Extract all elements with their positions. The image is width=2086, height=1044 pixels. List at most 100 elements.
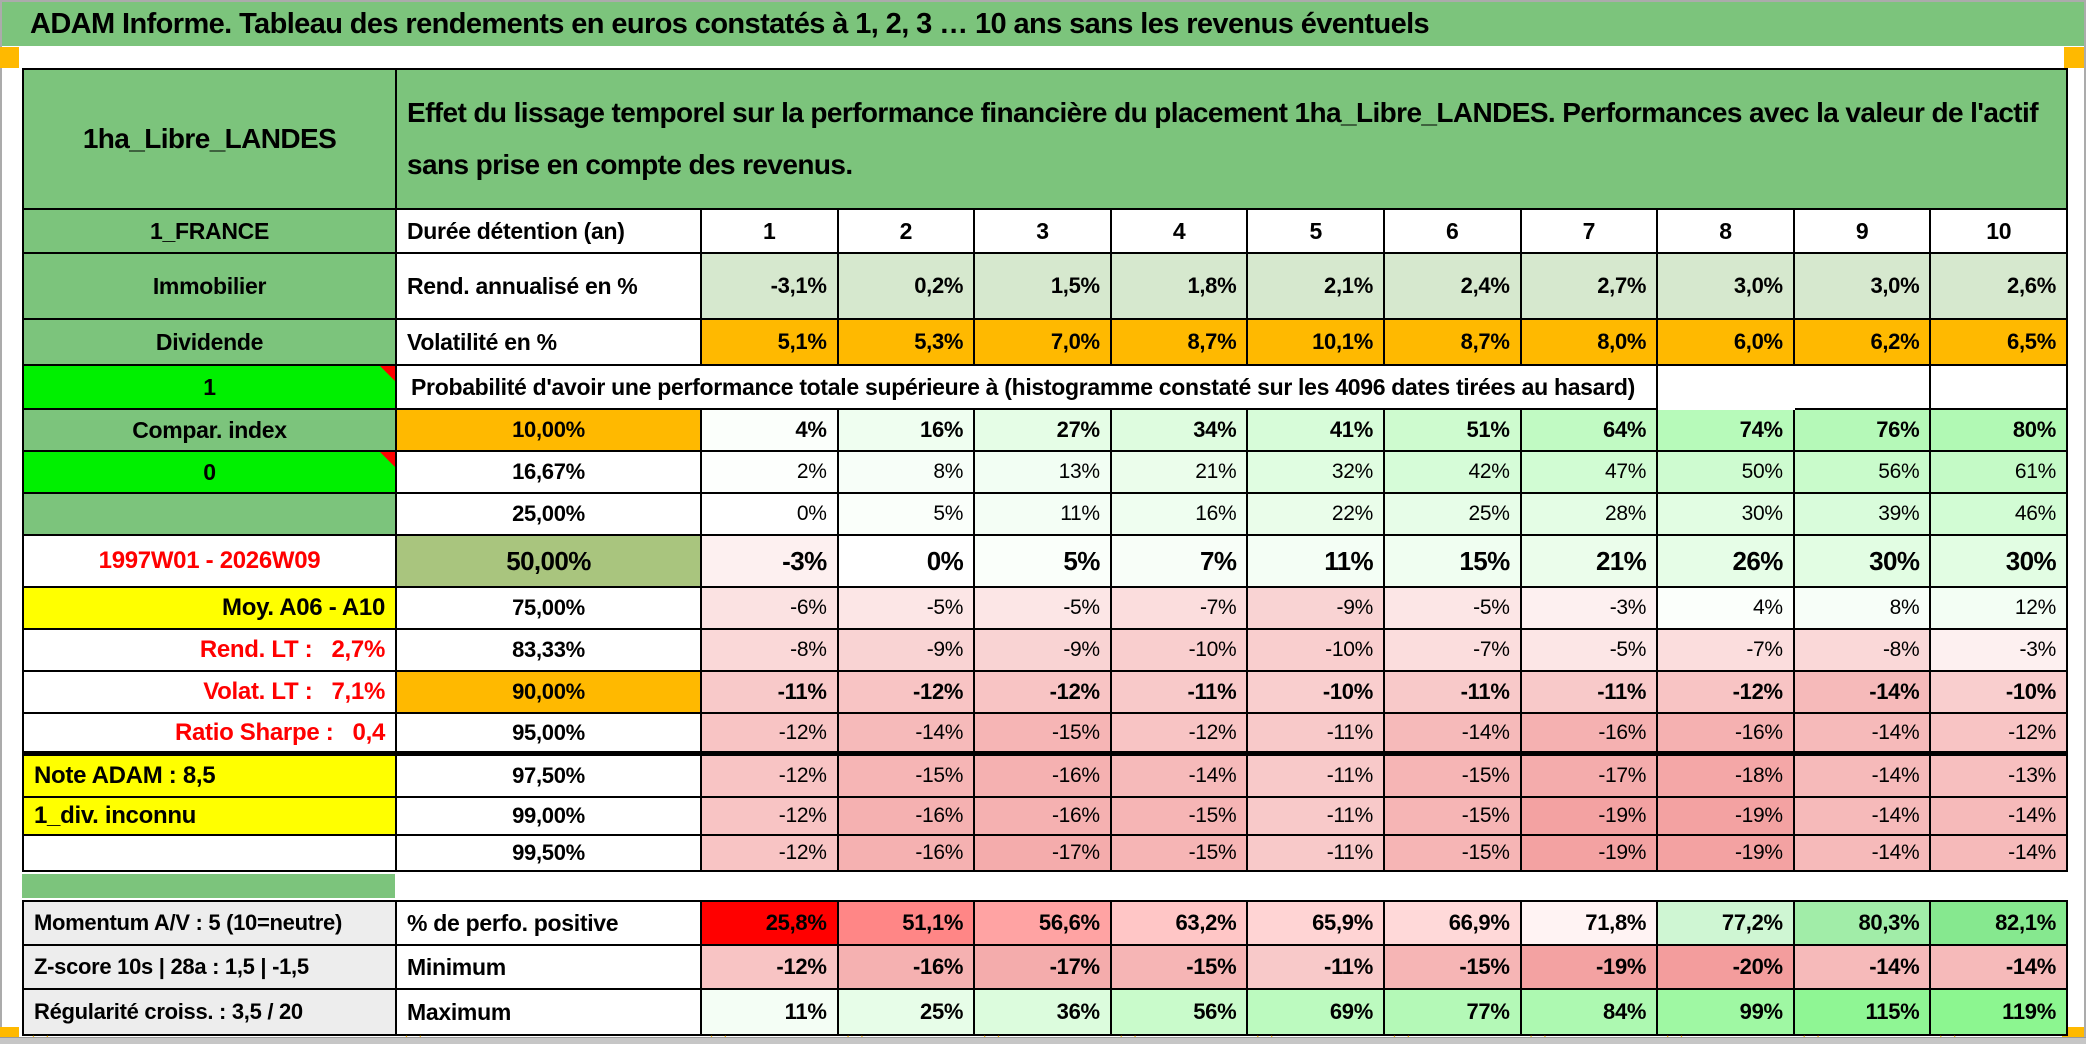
value-cell[interactable]: -3%: [1521, 588, 1659, 630]
value-cell[interactable]: 27%: [975, 410, 1112, 452]
row-label-cell[interactable]: Moy. A06 - A10: [24, 588, 397, 630]
value-cell[interactable]: 0%: [838, 536, 976, 588]
value-cell[interactable]: 5,1%: [702, 320, 839, 366]
value-cell[interactable]: 15%: [1385, 536, 1522, 588]
value-cell[interactable]: 3: [975, 210, 1112, 254]
value-cell[interactable]: 7%: [1111, 536, 1249, 588]
asset-description-cell[interactable]: Effet du lissage temporel sur la perform…: [397, 70, 2068, 210]
value-cell[interactable]: -6%: [702, 588, 839, 630]
value-cell[interactable]: 32%: [1248, 452, 1385, 494]
value-cell[interactable]: -15%: [975, 714, 1112, 756]
stats-value-cell[interactable]: 80,3%: [1794, 902, 1932, 946]
metric-cell[interactable]: Volatilité en %: [397, 320, 702, 366]
value-cell[interactable]: 8%: [838, 452, 976, 494]
stats-value-cell[interactable]: 51,1%: [838, 902, 976, 946]
value-cell[interactable]: -14%: [838, 714, 976, 756]
metric-cell[interactable]: Durée détention (an): [397, 210, 702, 254]
value-cell[interactable]: 0%: [702, 494, 839, 536]
stats-value-cell[interactable]: 56%: [1111, 990, 1249, 1034]
stats-value-cell[interactable]: 77%: [1385, 990, 1522, 1034]
value-cell[interactable]: 4%: [1658, 588, 1795, 630]
value-cell[interactable]: -17%: [975, 836, 1112, 872]
value-cell[interactable]: 7,0%: [975, 320, 1112, 366]
value-cell[interactable]: -12%: [1658, 672, 1795, 714]
stats-value-cell[interactable]: -17%: [975, 946, 1112, 990]
value-cell[interactable]: 8,7%: [1111, 320, 1249, 366]
stats-value-cell[interactable]: -20%: [1658, 946, 1795, 990]
value-cell[interactable]: 21%: [1111, 452, 1249, 494]
value-cell[interactable]: -14%: [1794, 798, 1932, 836]
stats-value-cell[interactable]: 69%: [1248, 990, 1385, 1034]
stats-value-cell[interactable]: -12%: [702, 946, 839, 990]
value-cell[interactable]: -5%: [1521, 630, 1659, 672]
stats-value-cell[interactable]: -14%: [1794, 946, 1932, 990]
value-cell[interactable]: -9%: [1248, 588, 1385, 630]
row-label-cell[interactable]: 1_div. inconnu: [24, 798, 397, 836]
threshold-cell[interactable]: 97,50%: [397, 756, 702, 798]
row-label-cell[interactable]: Ratio Sharpe : 0,4: [24, 714, 397, 756]
value-cell[interactable]: 11%: [975, 494, 1112, 536]
stats-value-cell[interactable]: -19%: [1521, 946, 1659, 990]
empty-cell[interactable]: [1794, 366, 1932, 410]
value-cell[interactable]: -8%: [702, 630, 839, 672]
value-cell[interactable]: -11%: [1111, 672, 1249, 714]
value-cell[interactable]: -5%: [975, 588, 1112, 630]
stats-value-cell[interactable]: -16%: [838, 946, 976, 990]
value-cell[interactable]: -14%: [1794, 672, 1932, 714]
row-label-cell[interactable]: 1: [24, 366, 397, 410]
value-cell[interactable]: -19%: [1521, 798, 1659, 836]
value-cell[interactable]: -9%: [838, 630, 976, 672]
value-cell[interactable]: -19%: [1658, 798, 1795, 836]
value-cell[interactable]: -10%: [1111, 630, 1249, 672]
value-cell[interactable]: 8,7%: [1385, 320, 1522, 366]
value-cell[interactable]: -14%: [1385, 714, 1522, 756]
value-cell[interactable]: 1: [702, 210, 839, 254]
stats-value-cell[interactable]: 71,8%: [1521, 902, 1659, 946]
value-cell[interactable]: 10,1%: [1248, 320, 1385, 366]
stats-label-cell[interactable]: Z-score 10s | 28a : 1,5 | -1,5: [24, 946, 397, 990]
threshold-cell[interactable]: 95,00%: [397, 714, 702, 756]
value-cell[interactable]: -12%: [1111, 714, 1249, 756]
value-cell[interactable]: 8,0%: [1521, 320, 1659, 366]
threshold-cell[interactable]: 83,33%: [397, 630, 702, 672]
value-cell[interactable]: 16%: [1111, 494, 1249, 536]
row-label-cell[interactable]: Dividende: [24, 320, 397, 366]
value-cell[interactable]: 46%: [1931, 494, 2068, 536]
row-label-cell[interactable]: 0: [24, 452, 397, 494]
value-cell[interactable]: 26%: [1658, 536, 1795, 588]
threshold-cell[interactable]: 90,00%: [397, 672, 702, 714]
stats-value-cell[interactable]: 65,9%: [1248, 902, 1385, 946]
value-cell[interactable]: 2: [838, 210, 976, 254]
value-cell[interactable]: 16%: [838, 410, 976, 452]
value-cell[interactable]: 80%: [1931, 410, 2068, 452]
value-cell[interactable]: -14%: [1111, 756, 1249, 798]
value-cell[interactable]: -3%: [1931, 630, 2068, 672]
value-cell[interactable]: 10: [1931, 210, 2068, 254]
value-cell[interactable]: -7%: [1111, 588, 1249, 630]
value-cell[interactable]: -12%: [702, 836, 839, 872]
value-cell[interactable]: -15%: [1111, 798, 1249, 836]
value-cell[interactable]: 6: [1385, 210, 1522, 254]
value-cell[interactable]: -9%: [975, 630, 1112, 672]
probability-header-cell[interactable]: Probabilité d'avoir une performance tota…: [397, 366, 1659, 410]
value-cell[interactable]: 74%: [1658, 410, 1795, 452]
value-cell[interactable]: -14%: [1931, 836, 2068, 872]
value-cell[interactable]: 5: [1248, 210, 1385, 254]
value-cell[interactable]: -11%: [1521, 672, 1659, 714]
value-cell[interactable]: 61%: [1931, 452, 2068, 494]
value-cell[interactable]: 39%: [1794, 494, 1932, 536]
value-cell[interactable]: -10%: [1248, 630, 1385, 672]
value-cell[interactable]: -12%: [702, 798, 839, 836]
stats-label-cell[interactable]: Régularité croiss. : 3,5 / 20: [24, 990, 397, 1034]
value-cell[interactable]: 2,4%: [1385, 254, 1522, 320]
value-cell[interactable]: 7: [1521, 210, 1659, 254]
value-cell[interactable]: -11%: [1248, 714, 1385, 756]
value-cell[interactable]: 28%: [1521, 494, 1659, 536]
value-cell[interactable]: -10%: [1931, 672, 2068, 714]
threshold-cell[interactable]: 75,00%: [397, 588, 702, 630]
value-cell[interactable]: -16%: [838, 836, 976, 872]
value-cell[interactable]: -12%: [702, 756, 839, 798]
value-cell[interactable]: 41%: [1248, 410, 1385, 452]
value-cell[interactable]: -19%: [1521, 836, 1659, 872]
value-cell[interactable]: -15%: [1385, 798, 1522, 836]
